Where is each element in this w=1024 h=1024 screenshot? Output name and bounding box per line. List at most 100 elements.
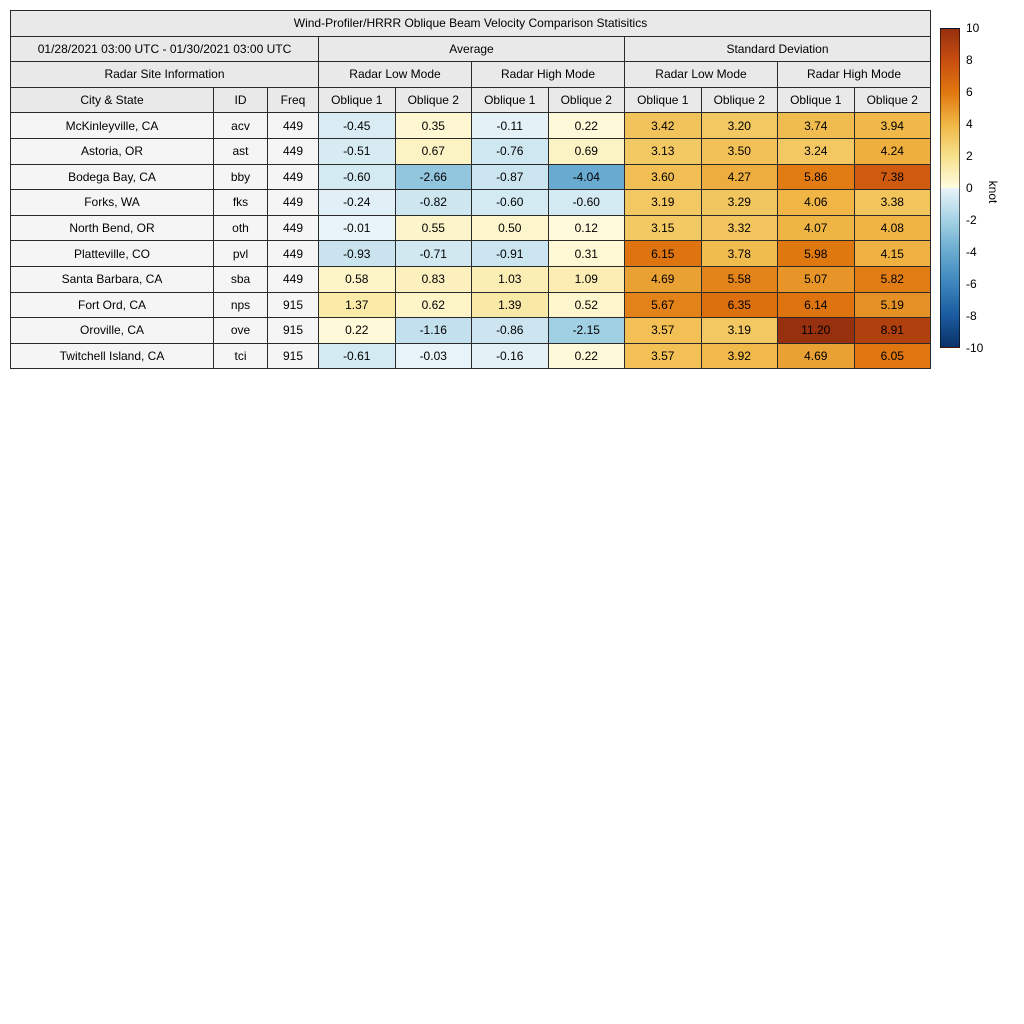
value-cell: -0.03: [394, 342, 472, 370]
table-row: Oroville, CA ove 915 0.22 -1.16 -0.86 -2.15 3.5…: [10, 317, 931, 344]
site-id-cell: bby: [213, 163, 268, 191]
mode-header-avg-low: Radar Low Mode: [318, 61, 472, 88]
colorbar-tick-label: 10: [966, 21, 980, 35]
table-row: Bodega Bay, CA bby 449 -0.60 -2.66 -0.87 -4.04…: [10, 163, 931, 191]
freq-cell: 449: [267, 214, 319, 242]
value-cell: 3.57: [624, 317, 702, 344]
site-info-header: Radar Site Information: [10, 61, 319, 88]
col-header-oblique2-avg-low: Oblique 2: [394, 86, 472, 114]
site-id-cell: fks: [213, 189, 268, 216]
colorbar-unit-label: knot: [986, 180, 1000, 204]
value-cell: 6.15: [624, 240, 702, 267]
city-cell: Oroville, CA: [10, 317, 214, 344]
site-id-cell: acv: [213, 112, 268, 139]
freq-cell: 915: [267, 317, 319, 344]
group-header-row: 01/28/2021 03:00 UTC - 01/30/2021 03:00 …: [10, 35, 931, 63]
table-row: McKinleyville, CA acv 449 -0.45 0.35 -0.11 0.2…: [10, 112, 931, 139]
freq-cell: 449: [267, 137, 319, 165]
value-cell: 3.15: [624, 214, 702, 242]
value-cell: 3.74: [777, 112, 855, 139]
value-cell: 3.78: [700, 240, 778, 267]
value-cell: 1.09: [547, 265, 625, 293]
value-cell: -0.16: [471, 342, 549, 370]
col-header-freq: Freq: [267, 86, 319, 114]
value-cell: -0.60: [471, 189, 549, 216]
value-cell: 6.05: [853, 342, 931, 370]
col-header-city-state: City & State: [10, 86, 214, 114]
value-cell: 5.98: [777, 240, 855, 267]
value-cell: 1.03: [471, 265, 549, 293]
value-cell: 0.58: [318, 265, 396, 293]
value-cell: 5.86: [777, 163, 855, 191]
city-cell: Forks, WA: [10, 189, 214, 216]
freq-cell: 449: [267, 240, 319, 267]
city-cell: Astoria, OR: [10, 137, 214, 165]
col-header-oblique1-avg-low: Oblique 1: [318, 86, 396, 114]
value-cell: -0.76: [471, 137, 549, 165]
value-cell: -0.01: [318, 214, 396, 242]
site-id-cell: oth: [213, 214, 268, 242]
value-cell: 0.83: [394, 265, 472, 293]
value-cell: 4.15: [853, 240, 931, 267]
value-cell: 4.06: [777, 189, 855, 216]
value-cell: 7.38: [853, 163, 931, 191]
value-cell: 0.35: [394, 112, 472, 139]
city-cell: Santa Barbara, CA: [10, 265, 214, 293]
table-row: Fort Ord, CA nps 915 1.37 0.62 1.39 0.52 5.67 6.…: [10, 291, 931, 319]
value-cell: 3.13: [624, 137, 702, 165]
freq-cell: 449: [267, 265, 319, 293]
colorbar-tick-label: 8: [966, 53, 973, 67]
title-row: Wind-Profiler/HRRR Oblique Beam Velocity…: [10, 10, 931, 37]
col-header-oblique1-std-low: Oblique 1: [624, 86, 702, 114]
value-cell: 0.69: [547, 137, 625, 165]
mode-header-avg-high: Radar High Mode: [471, 61, 625, 88]
table-row: Santa Barbara, CA sba 449 0.58 0.83 1.03 1.09 4…: [10, 265, 931, 293]
value-cell: 3.94: [853, 112, 931, 139]
city-cell: Bodega Bay, CA: [10, 163, 214, 191]
value-cell: 0.62: [394, 291, 472, 319]
col-header-oblique1-avg-high: Oblique 1: [471, 86, 549, 114]
table-body: Wind-Profiler/HRRR Oblique Beam Velocity…: [10, 10, 931, 370]
value-cell: -0.60: [547, 189, 625, 216]
table-row: Astoria, OR ast 449 -0.51 0.67 -0.76 0.69 3.13 3…: [10, 137, 931, 165]
site-id-cell: ast: [213, 137, 268, 165]
value-cell: 3.57: [624, 342, 702, 370]
city-cell: McKinleyville, CA: [10, 112, 214, 139]
city-cell: Twitchell Island, CA: [10, 342, 214, 370]
mode-header-row: Radar Site Information Radar Low Mode Ra…: [10, 61, 931, 88]
stats-table: Wind-Profiler/HRRR Oblique Beam Velocity…: [10, 10, 931, 370]
value-cell: -0.24: [318, 189, 396, 216]
freq-cell: 449: [267, 163, 319, 191]
freq-cell: 915: [267, 291, 319, 319]
value-cell: 3.38: [853, 189, 931, 216]
value-cell: 0.22: [547, 342, 625, 370]
value-cell: -0.93: [318, 240, 396, 267]
value-cell: -2.66: [394, 163, 472, 191]
date-range: 01/28/2021 03:00 UTC - 01/30/2021 03:00 …: [10, 35, 319, 63]
col-header-id: ID: [213, 86, 268, 114]
value-cell: 3.29: [700, 189, 778, 216]
colorbar-tick-label: 6: [966, 85, 973, 99]
value-cell: 5.58: [700, 265, 778, 293]
site-id-cell: nps: [213, 291, 268, 319]
value-cell: -0.11: [471, 112, 549, 139]
value-cell: 0.52: [547, 291, 625, 319]
value-cell: 0.31: [547, 240, 625, 267]
value-cell: 3.24: [777, 137, 855, 165]
table-row: Forks, WA fks 449 -0.24 -0.82 -0.60 -0.60 3.19 3…: [10, 189, 931, 216]
value-cell: -0.82: [394, 189, 472, 216]
value-cell: 0.22: [318, 317, 396, 344]
value-cell: 0.67: [394, 137, 472, 165]
value-cell: 3.60: [624, 163, 702, 191]
value-cell: 0.55: [394, 214, 472, 242]
value-cell: -0.87: [471, 163, 549, 191]
value-cell: 3.42: [624, 112, 702, 139]
colorbar-tick-label: -2: [966, 213, 977, 227]
value-cell: 4.69: [777, 342, 855, 370]
value-cell: 4.69: [624, 265, 702, 293]
site-id-cell: sba: [213, 265, 268, 293]
group-header-stddev: Standard Deviation: [624, 35, 931, 63]
value-cell: -4.04: [547, 163, 625, 191]
value-cell: 6.14: [777, 291, 855, 319]
